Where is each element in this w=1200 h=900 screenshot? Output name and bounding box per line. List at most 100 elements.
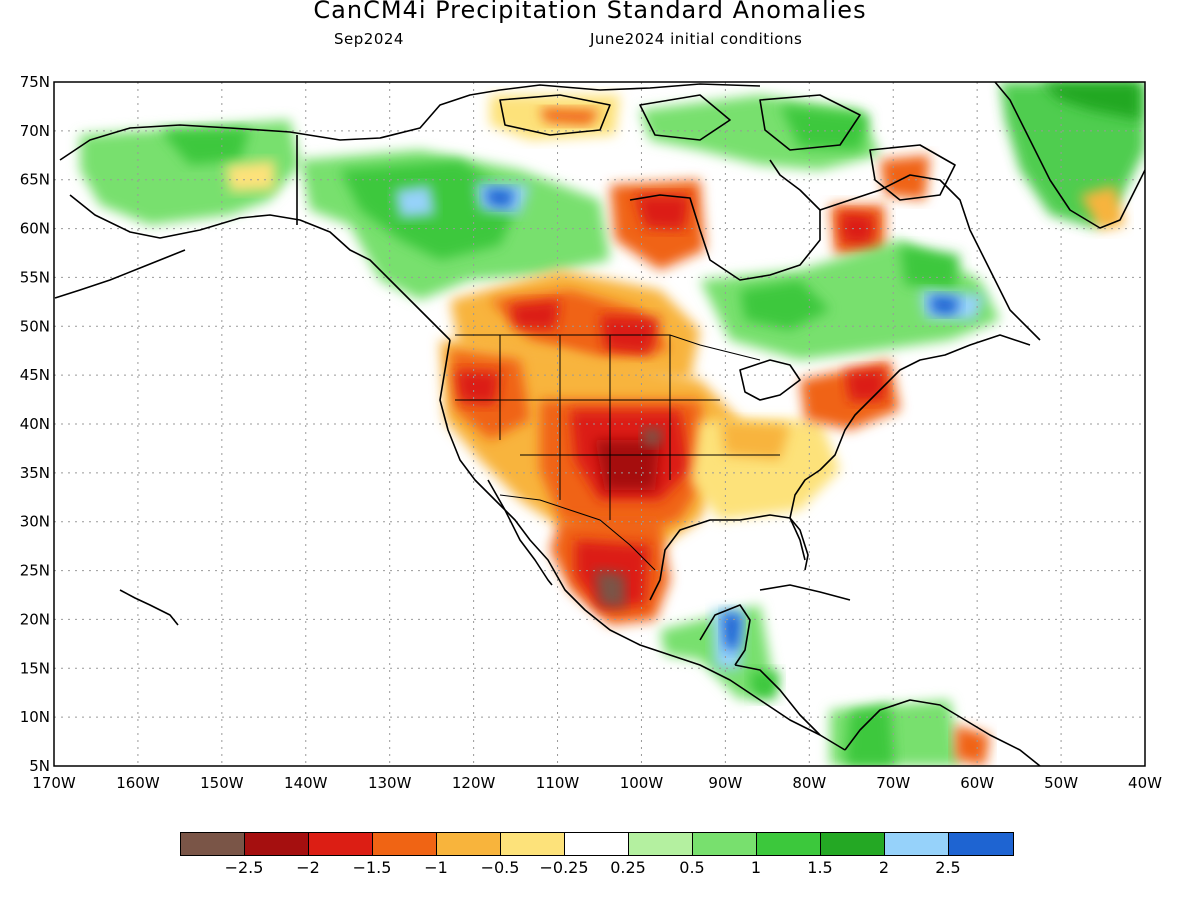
hudson-dry-core [635, 195, 690, 230]
lon-label: 40W [1128, 774, 1162, 792]
color-legend [180, 832, 1014, 856]
lon-label: 60W [960, 774, 994, 792]
lat-label: 30N [20, 513, 50, 531]
southern-plains-dry-peak [595, 440, 660, 490]
lat-label: 45N [20, 366, 50, 384]
lon-label: 80W [792, 774, 826, 792]
lat-label: 65N [20, 171, 50, 189]
map-title: CanCM4i Precipitation Standard Anomalies [313, 0, 867, 24]
greenland-dry-tip [1080, 185, 1125, 230]
nw-canada-blue-west [395, 185, 435, 218]
legend-swatch [565, 833, 629, 855]
lon-label: 140W [284, 774, 328, 792]
labrador-blue-core [930, 295, 960, 315]
legend-tick-label: 1.5 [807, 858, 833, 877]
lon-label: 150W [200, 774, 244, 792]
florida [789, 517, 809, 571]
venezuela-dry [955, 725, 990, 766]
lon-label: 90W [708, 774, 742, 792]
legend-swatch [501, 833, 565, 855]
aleutians [54, 249, 186, 299]
baja [487, 479, 553, 586]
midsouth-dry-core [720, 420, 790, 460]
coastlines [54, 82, 1145, 766]
yucatan-coast [699, 604, 751, 666]
legend-swatch [949, 833, 1013, 855]
greenland-wet-core [1040, 82, 1140, 120]
lon-label: 100W [620, 774, 664, 792]
lon-label: 170W [32, 774, 76, 792]
kansas-extreme [642, 428, 662, 446]
lat-label: 75N [20, 73, 50, 91]
lat-label: 35N [20, 464, 50, 482]
great-lakes [739, 359, 801, 401]
alaska-peninsula [69, 194, 451, 341]
gulf-coast [649, 514, 806, 601]
legend-tick-label: −2 [296, 858, 320, 877]
arctic-dry-core [540, 108, 600, 125]
alaska-wet-region [80, 120, 300, 225]
south-america-coast [844, 699, 1041, 766]
lon-label: 160W [116, 774, 160, 792]
labrador-coast [819, 174, 1041, 341]
greenland-coast [994, 82, 1145, 229]
lon-label: 50W [1044, 774, 1078, 792]
hudson-bay [629, 159, 821, 281]
map-frame [53, 81, 1146, 767]
legend-swatch [821, 833, 885, 855]
hawaii [119, 589, 179, 626]
legend-tick-label: −0.25 [539, 858, 589, 877]
central-america-coast [734, 664, 821, 736]
legend-swatch [693, 833, 757, 855]
colombia-wet-core [845, 705, 895, 766]
legend-swatch [309, 833, 373, 855]
legend-swatch [181, 833, 245, 855]
e-canada-wet-core-2 [900, 245, 960, 290]
lat-label: 50N [20, 317, 50, 335]
legend-tick-label: 0.25 [610, 858, 646, 877]
prairie-dry-center [510, 300, 560, 330]
legend-swatch [629, 833, 693, 855]
legend-tick-label: −0.5 [480, 858, 520, 877]
legend-tick-label: −1.5 [352, 858, 392, 877]
arctic-island-2 [639, 94, 731, 141]
alaska-dry-patch [225, 160, 275, 192]
legend-swatch [437, 833, 501, 855]
political-borders [455, 334, 780, 571]
lon-label: 130W [368, 774, 412, 792]
longitude-labels: 170W 160W 150W 140W 130W 120W 110W 100W 90W 80W 70… [32, 774, 1162, 792]
oregon-dry-center [455, 370, 500, 405]
lat-label: 20N [20, 610, 50, 628]
legend-tick-label: −2.5 [224, 858, 264, 877]
west-coast [439, 339, 846, 751]
honduras-wet-core [750, 670, 780, 700]
legend-swatch [245, 833, 309, 855]
legend-swatch [885, 833, 949, 855]
legend-swatch [373, 833, 437, 855]
legend-tick-label: 1 [750, 858, 762, 877]
lon-label: 120W [452, 774, 496, 792]
legend-tick-label: −1 [424, 858, 448, 877]
latitude-labels: 75N 70N 65N 60N 55N 50N 45N 40N 35N 30N 25N 20N 15N 1… [20, 73, 50, 775]
legend-swatch [757, 833, 821, 855]
lon-label: 110W [536, 774, 580, 792]
mexico-extreme [595, 570, 625, 608]
quebec-dry-core [840, 212, 875, 245]
yucatan-blue-core [722, 612, 742, 650]
lat-label: 60N [20, 220, 50, 238]
lat-label: 55N [20, 268, 50, 286]
lat-label: 25N [20, 562, 50, 580]
lat-label: 10N [20, 708, 50, 726]
legend-tick-label: 2.5 [935, 858, 961, 877]
lat-label: 70N [20, 122, 50, 140]
alaska-coast [59, 83, 761, 161]
us-mexico-border [499, 494, 656, 571]
us-canada-border [455, 334, 761, 361]
baffin-island [869, 144, 956, 201]
initial-conditions: June2024 initial conditions [590, 30, 803, 48]
arctic-island-3 [759, 94, 861, 151]
legend-tick-label: 2 [878, 858, 890, 877]
anomaly-field [80, 82, 1145, 766]
cuba [759, 584, 851, 601]
arctic-wet-core [780, 105, 870, 150]
